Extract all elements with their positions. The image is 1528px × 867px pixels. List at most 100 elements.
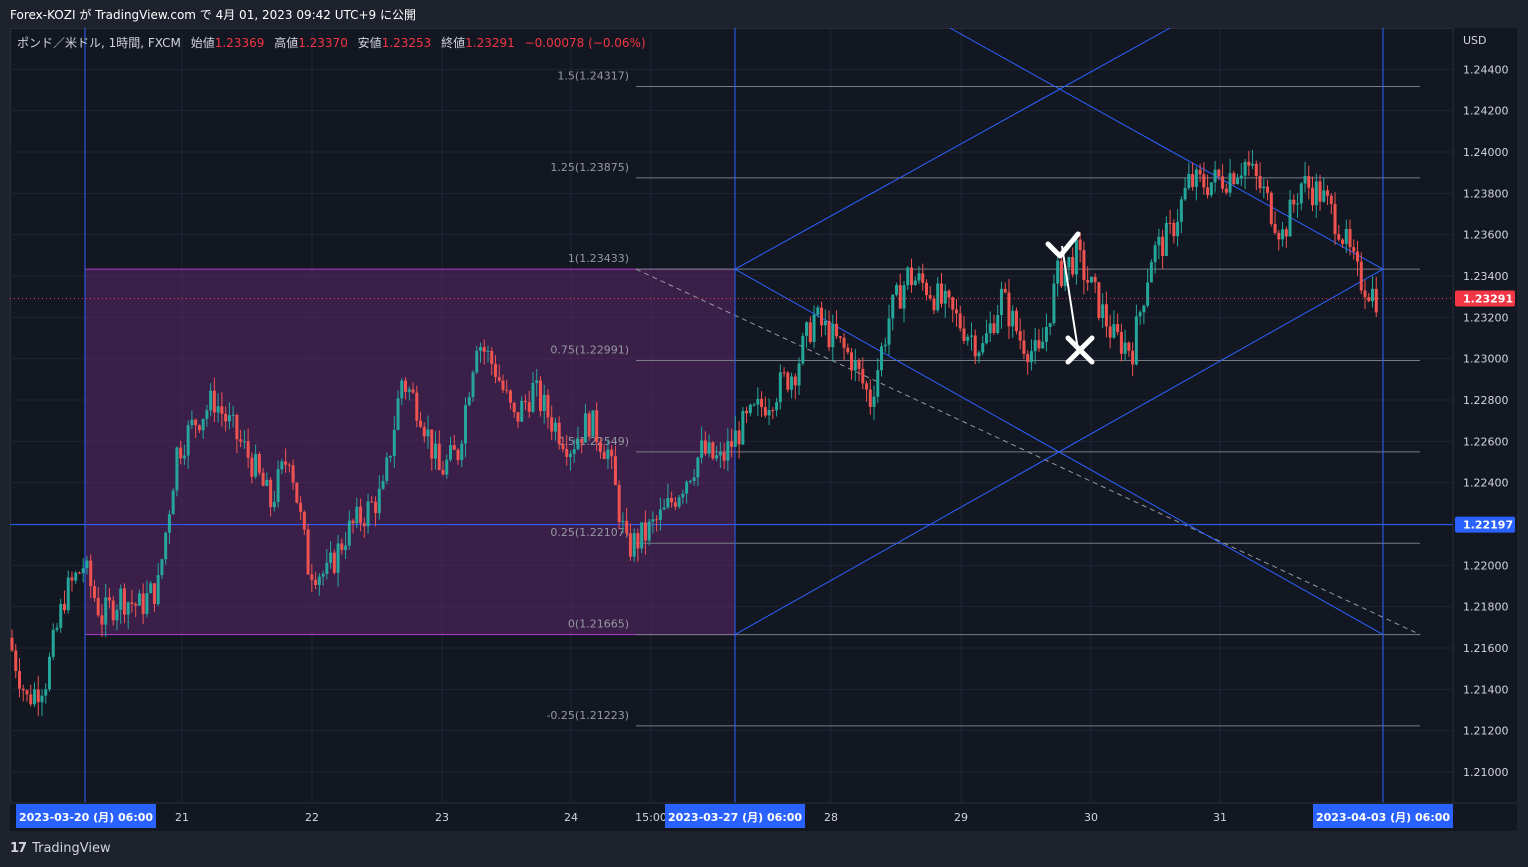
candle-body: [1116, 324, 1120, 333]
price-tick-label: 1.22000: [1463, 559, 1509, 572]
candle-body: [580, 438, 584, 443]
candle-body: [1374, 288, 1378, 313]
candle-body: [606, 449, 610, 459]
candle-body: [617, 485, 621, 523]
candle-body: [939, 283, 943, 304]
candle-body: [1161, 236, 1165, 256]
candle-body: [640, 522, 644, 549]
candle-body: [846, 347, 850, 353]
candle-body: [1262, 186, 1266, 189]
candle-body: [96, 597, 100, 616]
candle-body: [1266, 186, 1270, 193]
candle-body: [1254, 163, 1258, 176]
candle-body: [1344, 228, 1348, 244]
candle-body: [501, 380, 505, 390]
candle-body: [835, 323, 839, 337]
candle-body: [891, 294, 895, 319]
candle-body: [913, 280, 917, 286]
candle-body: [340, 543, 344, 551]
candle-body: [1187, 173, 1191, 189]
symbol-name: ポンド／米ドル, 1時間, FXCM: [17, 36, 181, 50]
price-tick-label: 1.22600: [1463, 435, 1509, 448]
candle-body: [992, 323, 996, 333]
candle-body: [156, 575, 160, 604]
candle-body: [89, 560, 93, 587]
price-tick-label: 1.21400: [1463, 683, 1509, 696]
candle-body: [771, 410, 775, 412]
candle-body: [235, 414, 239, 440]
candle-body: [1131, 350, 1135, 365]
candle-body: [662, 507, 666, 510]
price-tick-label: 1.24400: [1463, 63, 1509, 76]
candle-body: [505, 389, 509, 391]
time-badge: [1313, 804, 1453, 828]
candle-body: [329, 552, 333, 563]
candle-body: [362, 523, 366, 527]
candle-body: [1352, 247, 1356, 252]
candle-body: [576, 438, 580, 450]
candle-body: [1123, 342, 1127, 354]
candle-body: [557, 422, 561, 445]
candle-body: [718, 452, 722, 456]
candle-body: [190, 419, 194, 426]
candle-body: [1318, 181, 1322, 202]
price-axis: [1453, 28, 1517, 831]
candle-body: [85, 560, 89, 569]
candle-body: [1127, 342, 1131, 351]
candle-body: [722, 452, 726, 461]
candle-body: [1172, 222, 1176, 237]
candle-body: [486, 350, 490, 352]
price-chart[interactable]: 1.5(1.24317) 1.25(1.23875) 1(1.23433) 0.75(…: [10, 28, 1517, 831]
time-badge: [665, 804, 805, 828]
candle-body: [730, 441, 734, 447]
candle-body: [224, 413, 228, 422]
close-value: 1.23291: [465, 36, 515, 50]
candle-body: [257, 454, 261, 473]
candle-body: [119, 588, 123, 610]
high-label: 高値: [274, 36, 299, 50]
candle-body: [1086, 280, 1090, 283]
candle-body: [778, 372, 782, 403]
candle-body: [287, 464, 291, 466]
candle-body: [996, 314, 1000, 333]
tradingview-logo[interactable]: 17 TradingView: [10, 841, 111, 856]
candle-body: [898, 285, 902, 309]
time-tick-label: 24: [564, 811, 578, 824]
candle-body: [377, 488, 381, 514]
candle-body: [760, 398, 764, 408]
high-value: 1.23370: [298, 36, 348, 50]
candle-body: [658, 509, 662, 520]
time-badge-label: 2023-03-20 (月) 06:00: [19, 811, 153, 824]
candle-body: [122, 588, 126, 615]
candle-body: [1209, 182, 1213, 196]
candle-body: [790, 376, 794, 390]
open-value: 1.23369: [214, 36, 265, 50]
candle-body: [670, 497, 674, 503]
candle-body: [516, 412, 520, 422]
range-box: [84, 268, 736, 636]
candle-body: [1326, 190, 1330, 196]
change-value: −0.00078 (−0.06%): [524, 36, 646, 50]
candle-body: [924, 282, 928, 296]
candle-body: [917, 273, 921, 281]
candle-body: [456, 449, 460, 461]
candle-body: [673, 502, 677, 507]
candle-body: [182, 455, 186, 459]
candle-body: [636, 533, 640, 549]
time-tick-label: 29: [954, 811, 968, 824]
candle-body: [14, 650, 18, 671]
candle-body: [733, 430, 737, 447]
candle-body: [958, 313, 962, 329]
candle-body: [1333, 203, 1337, 235]
candle-body: [1134, 316, 1138, 365]
candle-body: [1251, 163, 1255, 166]
candle-body: [351, 520, 355, 524]
candle-body: [1311, 187, 1315, 206]
candle-body: [1112, 324, 1116, 338]
candle-body: [246, 441, 250, 458]
candle-body: [793, 376, 797, 386]
candle-body: [553, 422, 557, 432]
annotation-arrow: [1061, 245, 1079, 351]
candle-body: [591, 410, 595, 437]
candle-body: [572, 449, 576, 454]
